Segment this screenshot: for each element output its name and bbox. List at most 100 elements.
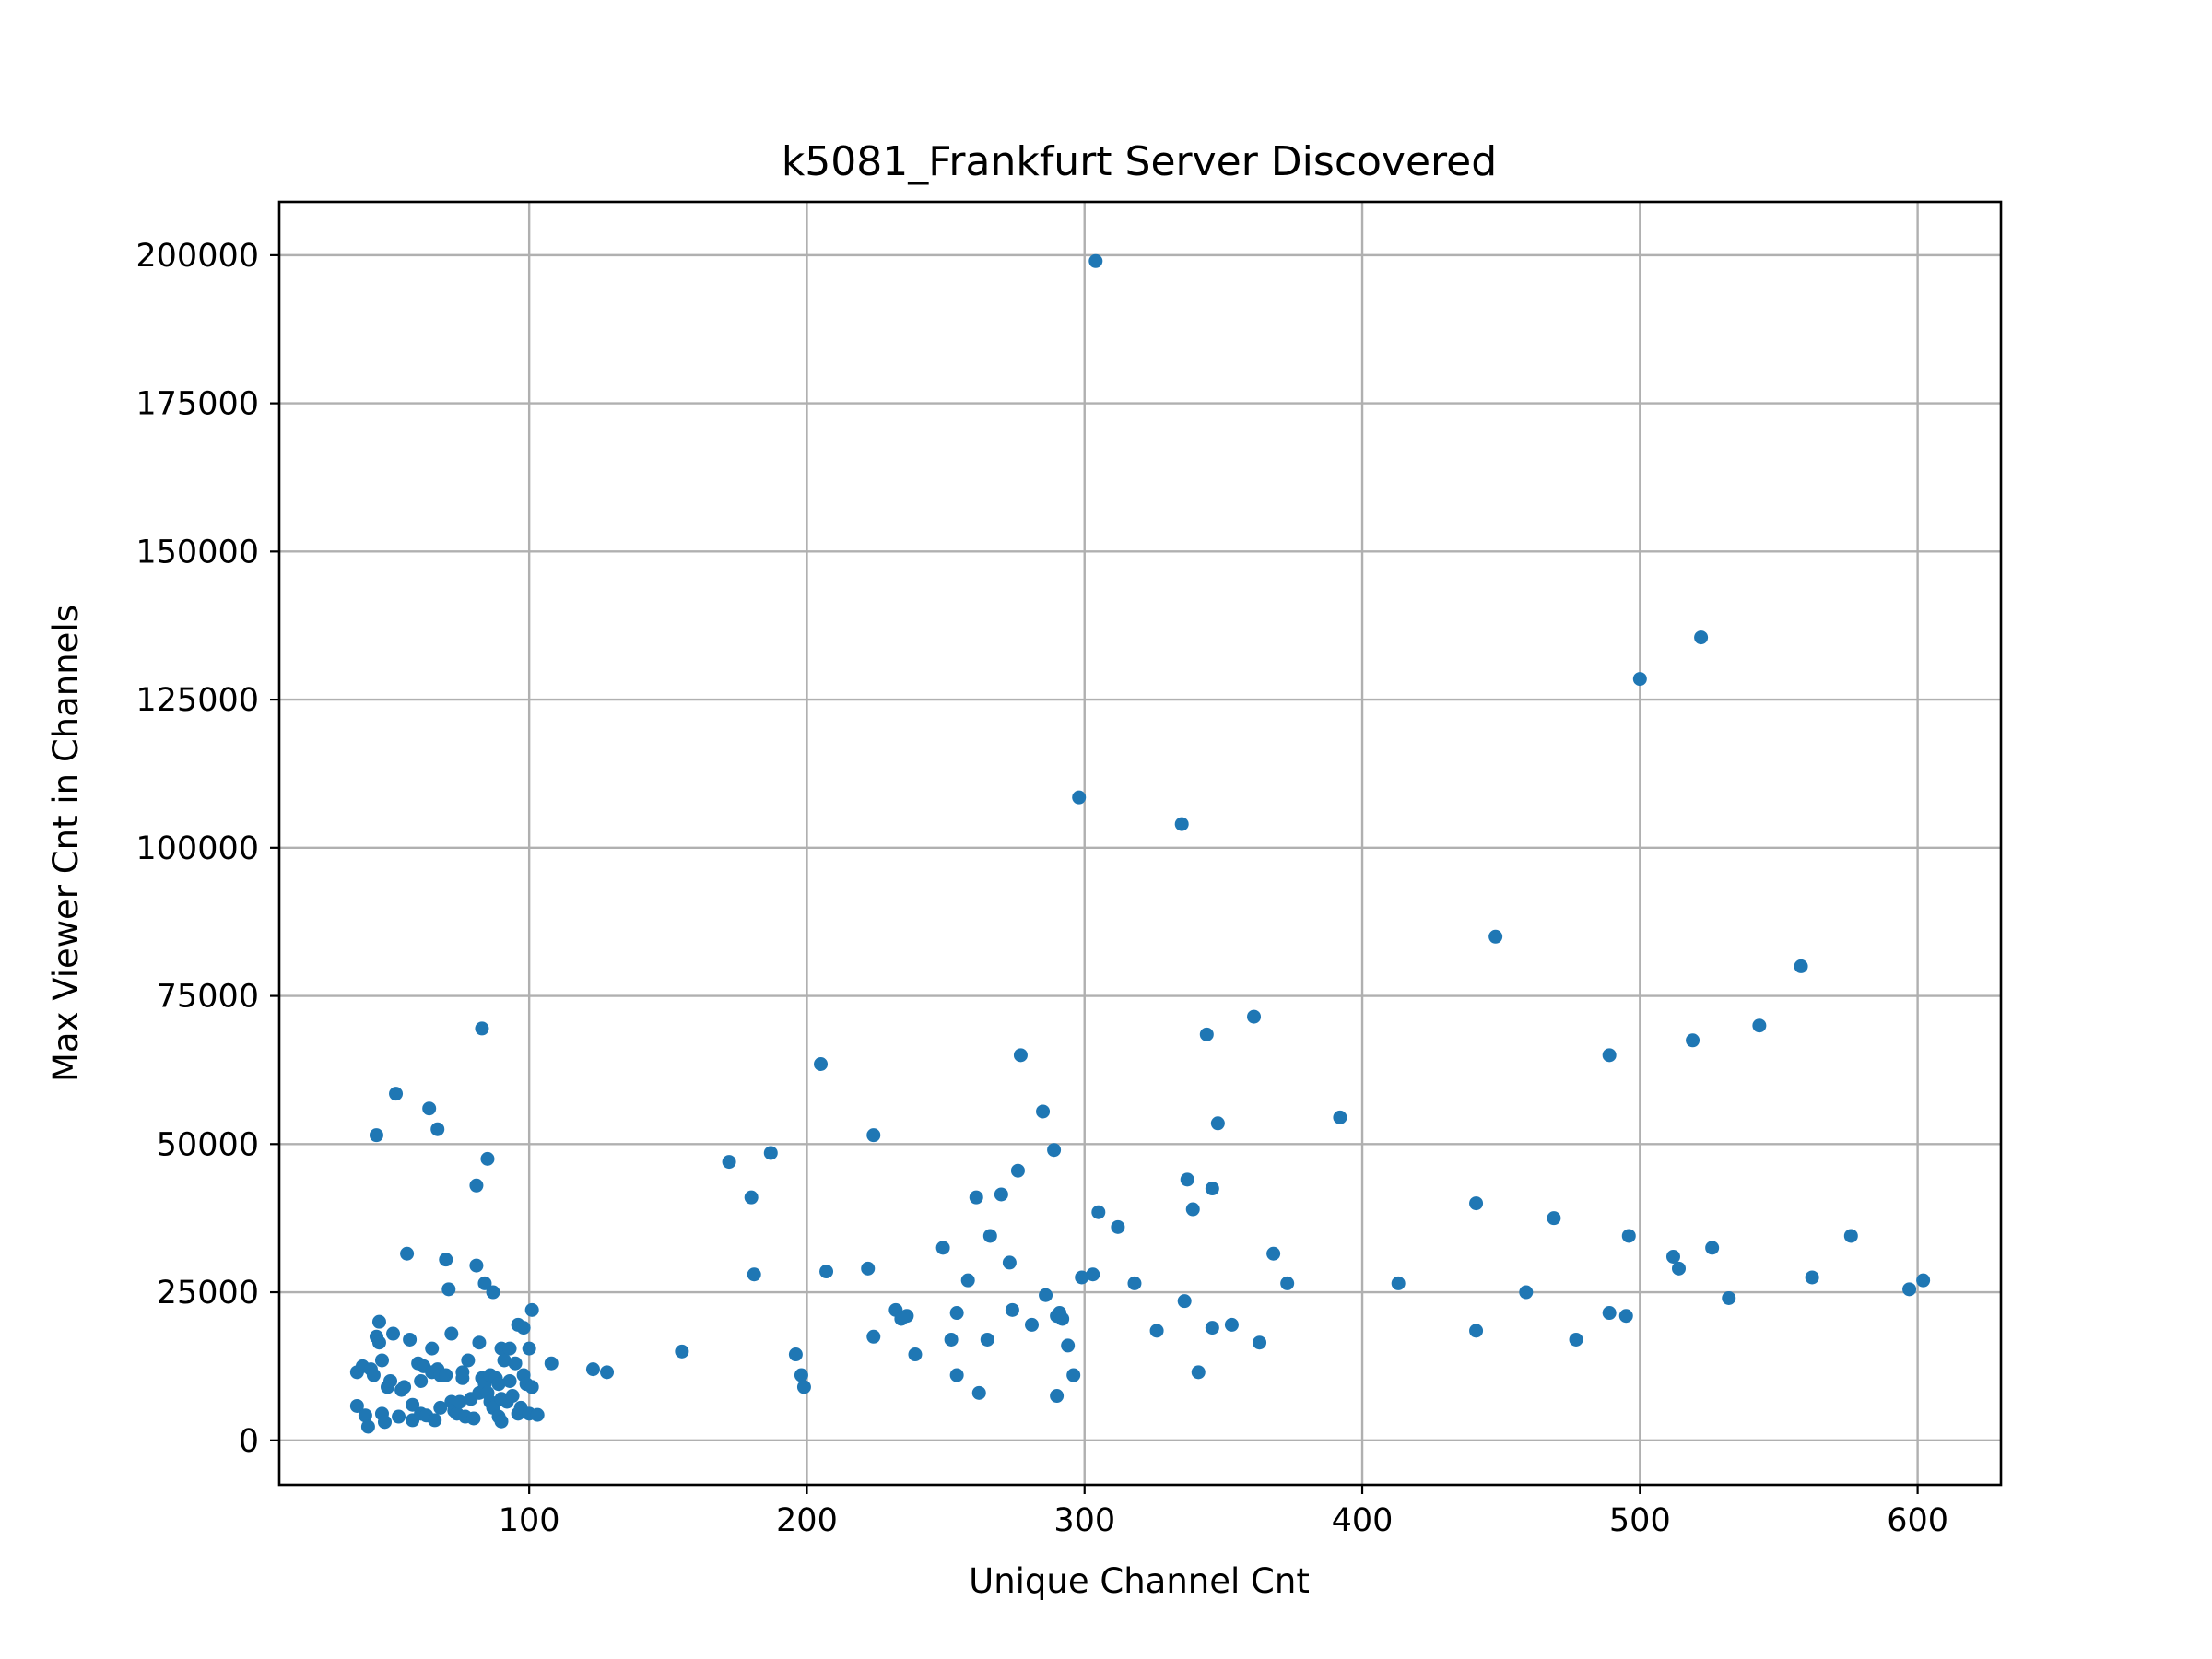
data-point [469,1258,484,1273]
data-point [453,1394,467,1409]
data-point [1091,1205,1106,1219]
data-point [1253,1335,1267,1350]
data-point [861,1261,876,1276]
data-point [1210,1116,1225,1131]
data-point [1519,1285,1534,1300]
data-point [944,1332,959,1347]
data-point [1280,1276,1295,1290]
data-point [1174,817,1189,831]
data-point [491,1377,506,1392]
data-point [1149,1324,1164,1338]
x-tick-label: 400 [1332,1502,1394,1539]
data-point [1072,790,1087,805]
data-point [486,1285,500,1300]
data-point [544,1356,559,1371]
x-tick-label: 200 [776,1502,838,1539]
data-point [1111,1219,1125,1234]
data-point [439,1368,453,1382]
data-point [428,1413,442,1428]
data-point [1694,630,1709,645]
y-tick-label: 150000 [135,534,259,571]
x-tick-label: 600 [1887,1502,1948,1539]
y-tick-label: 200000 [135,238,259,275]
data-point [441,1282,456,1297]
data-point [980,1332,994,1347]
data-point [524,1302,539,1317]
data-point [866,1128,881,1143]
data-point [1177,1294,1192,1309]
data-point [502,1341,517,1356]
data-point [794,1368,808,1382]
data-point [389,1087,404,1101]
grid-layer [279,202,2001,1485]
data-point [585,1362,600,1377]
plot-frame [277,200,2003,1487]
data-point [472,1335,487,1350]
data-point [508,1356,523,1371]
data-point [1805,1270,1819,1285]
x-tick-label: 100 [499,1502,560,1539]
data-point [374,1353,389,1368]
data-point [788,1347,803,1362]
data-point [366,1368,381,1382]
data-point [900,1309,914,1324]
data-point [1902,1282,1917,1297]
data-point [469,1178,484,1193]
data-point [425,1341,440,1356]
data-point [414,1373,429,1388]
data-point [1247,1009,1262,1024]
data-point [1061,1338,1076,1353]
data-point [369,1128,383,1143]
data-point [814,1057,829,1072]
data-point [1618,1309,1633,1324]
data-point [1569,1332,1583,1347]
data-point [949,1306,964,1321]
data-point [1010,1163,1025,1178]
data-point [1602,1306,1617,1321]
data-point [1672,1261,1687,1276]
data-point [1185,1202,1200,1217]
data-point [1391,1276,1406,1290]
data-point [1002,1255,1017,1270]
data-point [747,1267,761,1282]
data-point [1488,929,1503,944]
data-point [1205,1182,1219,1196]
data-point [349,1398,364,1413]
data-point [444,1326,459,1341]
data-point [371,1335,386,1350]
data-point [455,1371,470,1385]
data-point [675,1344,689,1359]
data-point [763,1146,778,1160]
y-tick-label: 175000 [135,386,259,423]
data-point [1266,1246,1281,1261]
data-point [505,1389,520,1404]
data-point [1469,1196,1484,1211]
y-tick-label: 50000 [157,1126,259,1163]
data-point [1794,959,1808,973]
data-point [1621,1229,1636,1243]
x-tick-label: 500 [1609,1502,1671,1539]
data-point [1036,1104,1051,1119]
ticks-layer: 100 200 300 400 500 600 0 25000 50000 75000 100000… [135,238,1948,1539]
data-point [1013,1048,1028,1063]
y-tick-label: 25000 [157,1275,259,1312]
data-point [1180,1172,1194,1187]
data-point [494,1414,509,1429]
y-axis-label: Max Viewer Cnt in Channels [46,605,86,1082]
data-point [796,1380,811,1394]
data-point [1039,1288,1053,1302]
data-point [1686,1033,1700,1048]
data-point [371,1314,386,1329]
data-point [1005,1302,1019,1317]
points-layer [349,253,1931,1434]
data-point [497,1353,512,1368]
chart-title: k5081_Frankfurt Server Discovered [782,138,1497,185]
data-point [392,1409,406,1424]
data-point [935,1241,950,1255]
data-point [1665,1249,1680,1264]
data-point [1843,1229,1858,1243]
data-point [360,1419,375,1434]
data-point [1050,1389,1065,1404]
data-point [400,1246,415,1261]
